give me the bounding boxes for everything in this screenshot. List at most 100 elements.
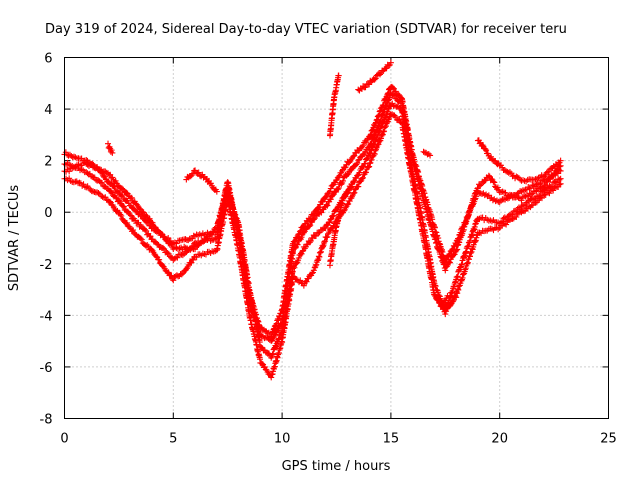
x-tick-label: 10 (274, 432, 291, 447)
series-track-3 (61, 111, 564, 381)
data-point (102, 173, 109, 180)
data-point (335, 72, 342, 79)
data-point (485, 172, 492, 179)
data-points (61, 59, 564, 381)
data-point (161, 233, 168, 240)
data-point (115, 197, 122, 204)
data-point (377, 135, 384, 142)
data-point (354, 160, 361, 167)
data-point (464, 214, 471, 221)
tick-labels: 0 5 10 15 20 25 -8 -6 -4 -2 0 2 4 6 (40, 52, 617, 447)
data-point (344, 201, 351, 208)
data-point (517, 208, 524, 215)
data-point (518, 188, 525, 195)
data-point (529, 181, 536, 188)
data-point (529, 196, 536, 203)
data-point (506, 217, 513, 224)
data-point (136, 205, 143, 212)
data-point (120, 203, 127, 210)
data-point (106, 198, 113, 205)
data-point (537, 180, 544, 187)
data-point (335, 185, 342, 192)
data-point (521, 187, 528, 194)
data-point (350, 153, 357, 160)
data-point (519, 194, 526, 201)
data-point (510, 215, 517, 222)
data-point (557, 157, 564, 164)
data-point (462, 219, 469, 226)
data-point (482, 145, 489, 152)
data-point (423, 149, 430, 156)
data-point (108, 147, 115, 154)
data-point (541, 173, 548, 180)
data-point (463, 217, 470, 224)
data-point (149, 219, 156, 226)
chart-title: Day 319 of 2024, Sidereal Day-to-day VTE… (45, 22, 567, 37)
data-point (505, 169, 512, 176)
data-point (442, 267, 449, 274)
data-point (510, 172, 517, 179)
data-point (383, 111, 390, 118)
data-point (521, 202, 528, 209)
data-point (381, 124, 388, 131)
data-point (546, 174, 553, 181)
data-point (483, 147, 490, 154)
data-point (355, 183, 362, 190)
data-point (538, 177, 545, 184)
data-point (128, 194, 135, 201)
data-point (508, 192, 515, 199)
data-point (455, 235, 462, 242)
data-point (126, 211, 133, 218)
data-point (318, 209, 325, 216)
data-point (525, 184, 532, 191)
y-tick-label: 4 (44, 103, 52, 118)
data-point (453, 294, 460, 301)
data-point (327, 196, 334, 203)
data-point (338, 181, 345, 188)
data-point (474, 189, 481, 196)
data-point (146, 215, 153, 222)
data-point (294, 241, 301, 248)
data-point (457, 229, 464, 236)
data-point (297, 277, 304, 284)
data-point (469, 201, 476, 208)
data-point (277, 310, 284, 317)
data-point (389, 84, 396, 91)
data-point (115, 189, 122, 196)
data-point (88, 161, 95, 168)
data-point (111, 184, 118, 191)
data-point (372, 75, 379, 82)
data-point (273, 343, 280, 350)
x-axis-label: GPS time / hours (282, 459, 391, 474)
data-point (303, 278, 310, 285)
data-point (119, 192, 126, 199)
data-point (138, 236, 145, 243)
data-point (521, 208, 528, 215)
data-point (374, 113, 381, 120)
data-point (259, 360, 266, 367)
data-point (123, 219, 130, 226)
data-point (526, 203, 533, 210)
data-point (110, 183, 117, 190)
data-point (344, 171, 351, 178)
data-point (164, 249, 171, 256)
y-tick-label: -6 (40, 361, 53, 376)
data-point (481, 177, 488, 184)
data-point (384, 90, 391, 97)
data-point (477, 182, 484, 189)
data-point (334, 186, 341, 193)
data-point (300, 229, 307, 236)
data-point (494, 184, 501, 191)
series-fragment-g (326, 183, 355, 269)
data-point (367, 132, 374, 139)
y-tick-label: 0 (44, 206, 52, 221)
data-point (327, 216, 334, 223)
data-point (371, 76, 378, 83)
data-point (368, 131, 375, 138)
data-point (359, 174, 366, 181)
data-point (523, 186, 530, 193)
data-point (557, 180, 564, 187)
data-point (335, 173, 342, 180)
data-point (270, 350, 277, 357)
